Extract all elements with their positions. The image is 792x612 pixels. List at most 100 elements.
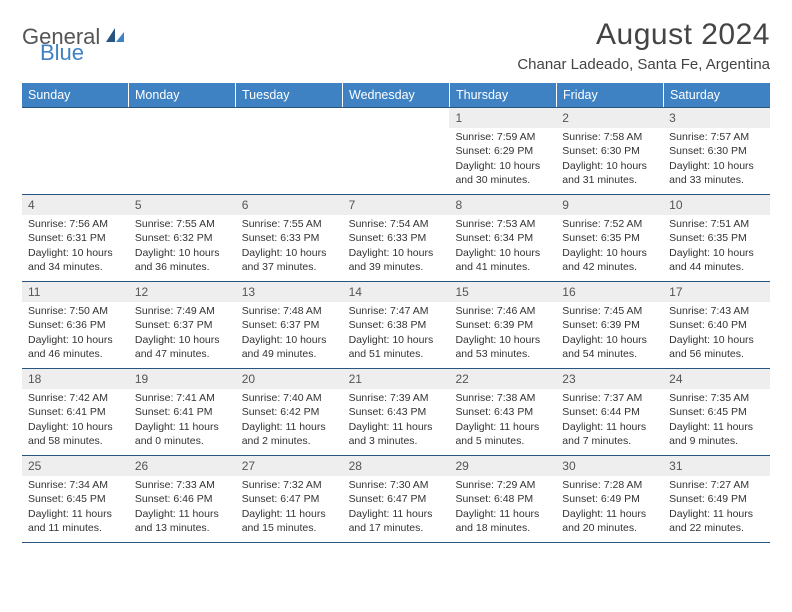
day-body: Sunrise: 7:29 AMSunset: 6:48 PMDaylight:… — [449, 476, 556, 539]
week-row: 25Sunrise: 7:34 AMSunset: 6:45 PMDayligh… — [22, 455, 770, 542]
daylight-text: Daylight: 10 hours and 37 minutes. — [242, 246, 337, 274]
day-number: 29 — [449, 456, 556, 476]
sunset-text: Sunset: 6:30 PM — [669, 144, 764, 158]
day-number: 18 — [22, 369, 129, 389]
sunset-text: Sunset: 6:43 PM — [349, 405, 444, 419]
title-block: August 2024 Chanar Ladeado, Santa Fe, Ar… — [517, 18, 770, 73]
day-number: 23 — [556, 369, 663, 389]
day-body: Sunrise: 7:46 AMSunset: 6:39 PMDaylight:… — [449, 302, 556, 365]
sunrise-text: Sunrise: 7:33 AM — [135, 478, 230, 492]
day-body: Sunrise: 7:33 AMSunset: 6:46 PMDaylight:… — [129, 476, 236, 539]
day-number — [343, 108, 450, 112]
day-cell: 31Sunrise: 7:27 AMSunset: 6:49 PMDayligh… — [663, 456, 770, 542]
day-number: 10 — [663, 195, 770, 215]
sunrise-text: Sunrise: 7:41 AM — [135, 391, 230, 405]
day-number — [129, 108, 236, 112]
day-body: Sunrise: 7:39 AMSunset: 6:43 PMDaylight:… — [343, 389, 450, 452]
day-number: 5 — [129, 195, 236, 215]
day-cell: 7Sunrise: 7:54 AMSunset: 6:33 PMDaylight… — [343, 195, 450, 281]
daylight-text: Daylight: 11 hours and 17 minutes. — [349, 507, 444, 535]
day-cell: 20Sunrise: 7:40 AMSunset: 6:42 PMDayligh… — [236, 369, 343, 455]
sunrise-text: Sunrise: 7:46 AM — [455, 304, 550, 318]
daylight-text: Daylight: 10 hours and 58 minutes. — [28, 420, 123, 448]
sunrise-text: Sunrise: 7:43 AM — [669, 304, 764, 318]
day-number: 27 — [236, 456, 343, 476]
daylight-text: Daylight: 10 hours and 53 minutes. — [455, 333, 550, 361]
day-body: Sunrise: 7:58 AMSunset: 6:30 PMDaylight:… — [556, 128, 663, 191]
sunrise-text: Sunrise: 7:27 AM — [669, 478, 764, 492]
daylight-text: Daylight: 11 hours and 0 minutes. — [135, 420, 230, 448]
sunset-text: Sunset: 6:43 PM — [455, 405, 550, 419]
day-cell — [236, 108, 343, 194]
day-number — [236, 108, 343, 112]
day-body: Sunrise: 7:47 AMSunset: 6:38 PMDaylight:… — [343, 302, 450, 365]
sunset-text: Sunset: 6:29 PM — [455, 144, 550, 158]
daylight-text: Daylight: 11 hours and 2 minutes. — [242, 420, 337, 448]
sunset-text: Sunset: 6:47 PM — [349, 492, 444, 506]
daylight-text: Daylight: 11 hours and 9 minutes. — [669, 420, 764, 448]
day-cell: 13Sunrise: 7:48 AMSunset: 6:37 PMDayligh… — [236, 282, 343, 368]
day-cell: 19Sunrise: 7:41 AMSunset: 6:41 PMDayligh… — [129, 369, 236, 455]
day-cell: 11Sunrise: 7:50 AMSunset: 6:36 PMDayligh… — [22, 282, 129, 368]
daylight-text: Daylight: 11 hours and 7 minutes. — [562, 420, 657, 448]
sunset-text: Sunset: 6:38 PM — [349, 318, 444, 332]
sunset-text: Sunset: 6:48 PM — [455, 492, 550, 506]
day-body: Sunrise: 7:32 AMSunset: 6:47 PMDaylight:… — [236, 476, 343, 539]
day-cell — [22, 108, 129, 194]
weekday-header: Saturday — [664, 83, 770, 107]
day-cell: 12Sunrise: 7:49 AMSunset: 6:37 PMDayligh… — [129, 282, 236, 368]
sunrise-text: Sunrise: 7:48 AM — [242, 304, 337, 318]
sunset-text: Sunset: 6:33 PM — [349, 231, 444, 245]
sunset-text: Sunset: 6:35 PM — [669, 231, 764, 245]
sunrise-text: Sunrise: 7:38 AM — [455, 391, 550, 405]
day-body: Sunrise: 7:57 AMSunset: 6:30 PMDaylight:… — [663, 128, 770, 191]
day-body: Sunrise: 7:49 AMSunset: 6:37 PMDaylight:… — [129, 302, 236, 365]
day-cell: 15Sunrise: 7:46 AMSunset: 6:39 PMDayligh… — [449, 282, 556, 368]
day-body: Sunrise: 7:30 AMSunset: 6:47 PMDaylight:… — [343, 476, 450, 539]
daylight-text: Daylight: 10 hours and 31 minutes. — [562, 159, 657, 187]
brand-logo: General Blue — [22, 18, 128, 50]
sunset-text: Sunset: 6:30 PM — [562, 144, 657, 158]
day-number: 12 — [129, 282, 236, 302]
week-row: 11Sunrise: 7:50 AMSunset: 6:36 PMDayligh… — [22, 281, 770, 368]
daylight-text: Daylight: 10 hours and 47 minutes. — [135, 333, 230, 361]
sunrise-text: Sunrise: 7:55 AM — [135, 217, 230, 231]
sunrise-text: Sunrise: 7:59 AM — [455, 130, 550, 144]
sunrise-text: Sunrise: 7:35 AM — [669, 391, 764, 405]
calendar-bottom-rule — [22, 542, 770, 543]
weekday-header-row: Sunday Monday Tuesday Wednesday Thursday… — [22, 83, 770, 107]
week-row: 4Sunrise: 7:56 AMSunset: 6:31 PMDaylight… — [22, 194, 770, 281]
day-cell — [343, 108, 450, 194]
day-number: 28 — [343, 456, 450, 476]
sunrise-text: Sunrise: 7:37 AM — [562, 391, 657, 405]
day-body: Sunrise: 7:45 AMSunset: 6:39 PMDaylight:… — [556, 302, 663, 365]
day-cell: 28Sunrise: 7:30 AMSunset: 6:47 PMDayligh… — [343, 456, 450, 542]
sunrise-text: Sunrise: 7:57 AM — [669, 130, 764, 144]
day-cell: 9Sunrise: 7:52 AMSunset: 6:35 PMDaylight… — [556, 195, 663, 281]
week-row: 18Sunrise: 7:42 AMSunset: 6:41 PMDayligh… — [22, 368, 770, 455]
day-number: 16 — [556, 282, 663, 302]
day-cell: 2Sunrise: 7:58 AMSunset: 6:30 PMDaylight… — [556, 108, 663, 194]
day-body: Sunrise: 7:38 AMSunset: 6:43 PMDaylight:… — [449, 389, 556, 452]
day-number: 30 — [556, 456, 663, 476]
daylight-text: Daylight: 10 hours and 36 minutes. — [135, 246, 230, 274]
daylight-text: Daylight: 10 hours and 51 minutes. — [349, 333, 444, 361]
sunset-text: Sunset: 6:33 PM — [242, 231, 337, 245]
day-number: 25 — [22, 456, 129, 476]
day-number: 9 — [556, 195, 663, 215]
sunset-text: Sunset: 6:44 PM — [562, 405, 657, 419]
day-cell: 21Sunrise: 7:39 AMSunset: 6:43 PMDayligh… — [343, 369, 450, 455]
daylight-text: Daylight: 10 hours and 30 minutes. — [455, 159, 550, 187]
day-body: Sunrise: 7:52 AMSunset: 6:35 PMDaylight:… — [556, 215, 663, 278]
day-body: Sunrise: 7:56 AMSunset: 6:31 PMDaylight:… — [22, 215, 129, 278]
day-cell: 3Sunrise: 7:57 AMSunset: 6:30 PMDaylight… — [663, 108, 770, 194]
day-body: Sunrise: 7:53 AMSunset: 6:34 PMDaylight:… — [449, 215, 556, 278]
sunset-text: Sunset: 6:34 PM — [455, 231, 550, 245]
sunset-text: Sunset: 6:37 PM — [135, 318, 230, 332]
sunset-text: Sunset: 6:47 PM — [242, 492, 337, 506]
sunset-text: Sunset: 6:40 PM — [669, 318, 764, 332]
day-cell: 27Sunrise: 7:32 AMSunset: 6:47 PMDayligh… — [236, 456, 343, 542]
day-number: 7 — [343, 195, 450, 215]
day-cell: 6Sunrise: 7:55 AMSunset: 6:33 PMDaylight… — [236, 195, 343, 281]
sunset-text: Sunset: 6:36 PM — [28, 318, 123, 332]
